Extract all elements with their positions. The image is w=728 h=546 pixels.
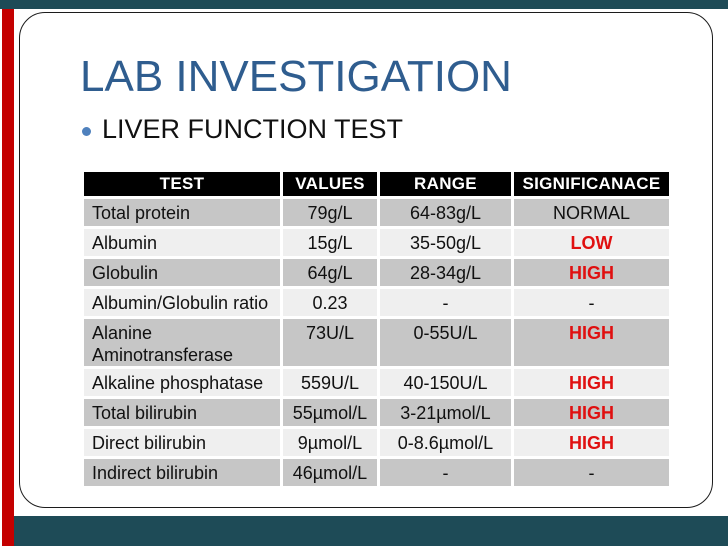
test-name-cell: Globulin [84,259,280,286]
left-accent-bar [2,9,14,546]
value-cell: 73U/L [283,319,377,366]
significance-cell: - [514,289,669,316]
test-name-cell: Albumin [84,229,280,256]
range-cell: 0-8.6µmol/L [380,429,511,456]
test-name-cell: Alanine Aminotransferase [84,319,280,366]
table-row: Albumin 15g/L 35-50g/L LOW [84,229,669,256]
range-cell: - [380,289,511,316]
test-name-cell: Total bilirubin [84,399,280,426]
value-cell: 79g/L [283,199,377,226]
lab-results-table: TEST VALUES RANGE SIGNIFICANACE Total pr… [81,169,672,489]
value-cell: 15g/L [283,229,377,256]
table-row: Total bilirubin 55µmol/L 3-21µmol/L HIGH [84,399,669,426]
test-name-cell: Total protein [84,199,280,226]
significance-cell: HIGH [514,369,669,396]
test-name-cell: Direct bilirubin [84,429,280,456]
value-cell: 559U/L [283,369,377,396]
column-header-significance: SIGNIFICANACE [514,172,669,196]
column-header-range: RANGE [380,172,511,196]
significance-cell: HIGH [514,259,669,286]
table-row: Globulin 64g/L 28-34g/L HIGH [84,259,669,286]
significance-cell: HIGH [514,429,669,456]
range-cell: - [380,459,511,486]
range-cell: 64-83g/L [380,199,511,226]
value-cell: 64g/L [283,259,377,286]
page-title: LAB INVESTIGATION [80,52,512,101]
value-cell: 9µmol/L [283,429,377,456]
range-cell: 28-34g/L [380,259,511,286]
significance-cell: LOW [514,229,669,256]
table-row: Alanine Aminotransferase 73U/L 0-55U/L H… [84,319,669,366]
slide-border-frame [19,12,713,508]
range-cell: 0-55U/L [380,319,511,366]
value-cell: 0.23 [283,289,377,316]
value-cell: 55µmol/L [283,399,377,426]
test-name-cell: Alkaline phosphatase [84,369,280,396]
range-cell: 35-50g/L [380,229,511,256]
bullet-dot-icon [82,126,91,136]
significance-cell: HIGH [514,319,669,366]
significance-cell: NORMAL [514,199,669,226]
range-cell: 3-21µmol/L [380,399,511,426]
significance-cell: HIGH [514,399,669,426]
range-cell: 40-150U/L [380,369,511,396]
table-row: Alkaline phosphatase 559U/L 40-150U/L HI… [84,369,669,396]
bullet-text: LIVER FUNCTION TEST [102,114,404,144]
table-row: Albumin/Globulin ratio 0.23 - - [84,289,669,316]
table-header-row: TEST VALUES RANGE SIGNIFICANACE [84,172,669,196]
test-name-cell: Albumin/Globulin ratio [84,289,280,316]
column-header-values: VALUES [283,172,377,196]
top-accent-bar [0,0,728,9]
column-header-test: TEST [84,172,280,196]
value-cell: 46µmol/L [283,459,377,486]
significance-cell: - [514,459,669,486]
table-row: Total protein 79g/L 64-83g/L NORMAL [84,199,669,226]
bottom-accent-bar [14,516,728,546]
table-row: Indirect bilirubin 46µmol/L - - [84,459,669,486]
table-row: Direct bilirubin 9µmol/L 0-8.6µmol/L HIG… [84,429,669,456]
test-name-cell: Indirect bilirubin [84,459,280,486]
bullet-item: LIVER FUNCTION TEST [82,114,403,145]
